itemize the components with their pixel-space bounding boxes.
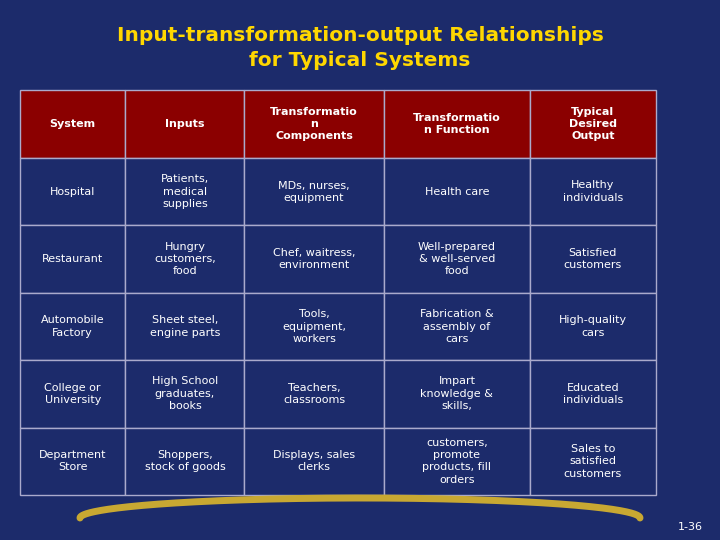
Bar [20,293,125,360]
Bar [20,225,125,293]
Text: High-quality
cars: High-quality cars [559,315,627,338]
Text: Sheet steel,
engine parts: Sheet steel, engine parts [150,315,220,338]
Text: Hungry
customers,
food: Hungry customers, food [154,242,216,276]
Bar [125,225,244,293]
Text: Restaurant: Restaurant [42,254,104,264]
Text: College or
University: College or University [45,383,101,405]
Bar [125,428,244,495]
Text: Input-transformation-output Relationships
for Typical Systems: Input-transformation-output Relationship… [117,26,603,70]
Bar [530,158,656,225]
Bar [20,158,125,225]
Bar [244,428,384,495]
Bar [125,90,244,158]
Text: MDs, nurses,
equipment: MDs, nurses, equipment [279,180,350,203]
Text: High School
graduates,
books: High School graduates, books [152,376,218,411]
Text: Well-prepared
& well-served
food: Well-prepared & well-served food [418,242,496,276]
Text: Hospital: Hospital [50,187,95,197]
Text: Typical
Desired
Output: Typical Desired Output [569,106,617,141]
Bar [384,360,530,428]
Bar [125,293,244,360]
Text: Healthy
individuals: Healthy individuals [563,180,623,203]
Text: Tools,
equipment,
workers: Tools, equipment, workers [282,309,346,344]
Text: Satisfied
customers: Satisfied customers [564,248,622,271]
Bar [530,225,656,293]
Bar [244,158,384,225]
Bar [384,293,530,360]
Text: Educated
individuals: Educated individuals [563,383,623,405]
Text: Department
Store: Department Store [39,450,107,472]
Text: Displays, sales
clerks: Displays, sales clerks [273,450,355,472]
Bar [384,428,530,495]
Bar [530,293,656,360]
Text: Shoppers,
stock of goods: Shoppers, stock of goods [145,450,225,472]
Bar [530,428,656,495]
Text: Inputs: Inputs [165,119,204,129]
Bar [20,360,125,428]
Text: 1-36: 1-36 [678,522,703,532]
Text: System: System [50,119,96,129]
Bar [530,360,656,428]
Text: Patients,
medical
supplies: Patients, medical supplies [161,174,209,209]
Text: Health care: Health care [425,187,489,197]
Bar [244,90,384,158]
Bar [20,90,125,158]
Bar [530,90,656,158]
Bar [125,158,244,225]
Bar [244,225,384,293]
Text: Chef, waitress,
environment: Chef, waitress, environment [273,248,356,271]
Text: Teachers,
classrooms: Teachers, classrooms [283,383,345,405]
Bar [384,90,530,158]
Bar [244,293,384,360]
Bar [125,360,244,428]
Text: Impart
knowledge &
skills,: Impart knowledge & skills, [420,376,493,411]
Bar [244,360,384,428]
Text: Fabrication &
assembly of
cars: Fabrication & assembly of cars [420,309,494,344]
Text: Transformatio
n
Components: Transformatio n Components [270,106,358,141]
Text: Sales to
satisfied
customers: Sales to satisfied customers [564,444,622,478]
Bar [384,158,530,225]
Bar [20,428,125,495]
Bar [384,225,530,293]
Text: customers,
promote
products, fill
orders: customers, promote products, fill orders [423,438,491,485]
Text: Automobile
Factory: Automobile Factory [41,315,104,338]
Text: Transformatio
n Function: Transformatio n Function [413,113,501,135]
